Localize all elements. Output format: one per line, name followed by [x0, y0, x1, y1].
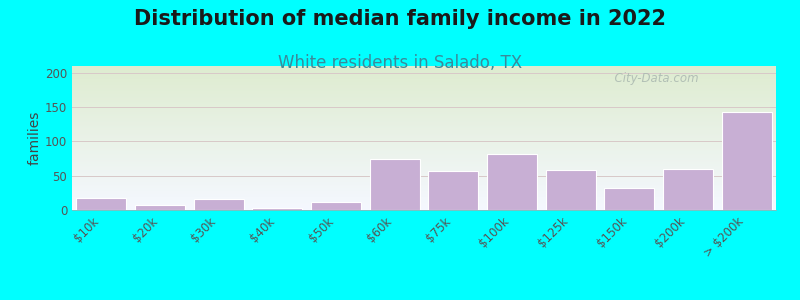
Bar: [311, 202, 361, 210]
Bar: [663, 169, 713, 210]
Bar: [370, 159, 419, 210]
Bar: [722, 112, 771, 210]
Text: Distribution of median family income in 2022: Distribution of median family income in …: [134, 9, 666, 29]
Bar: [429, 171, 478, 210]
Bar: [77, 198, 126, 210]
Bar: [253, 208, 302, 210]
Y-axis label: families: families: [28, 111, 42, 165]
Text: White residents in Salado, TX: White residents in Salado, TX: [278, 54, 522, 72]
Bar: [605, 188, 654, 210]
Bar: [546, 169, 595, 210]
Bar: [487, 154, 537, 210]
Bar: [194, 199, 243, 210]
Text: City-Data.com: City-Data.com: [607, 72, 698, 85]
Bar: [135, 205, 185, 210]
